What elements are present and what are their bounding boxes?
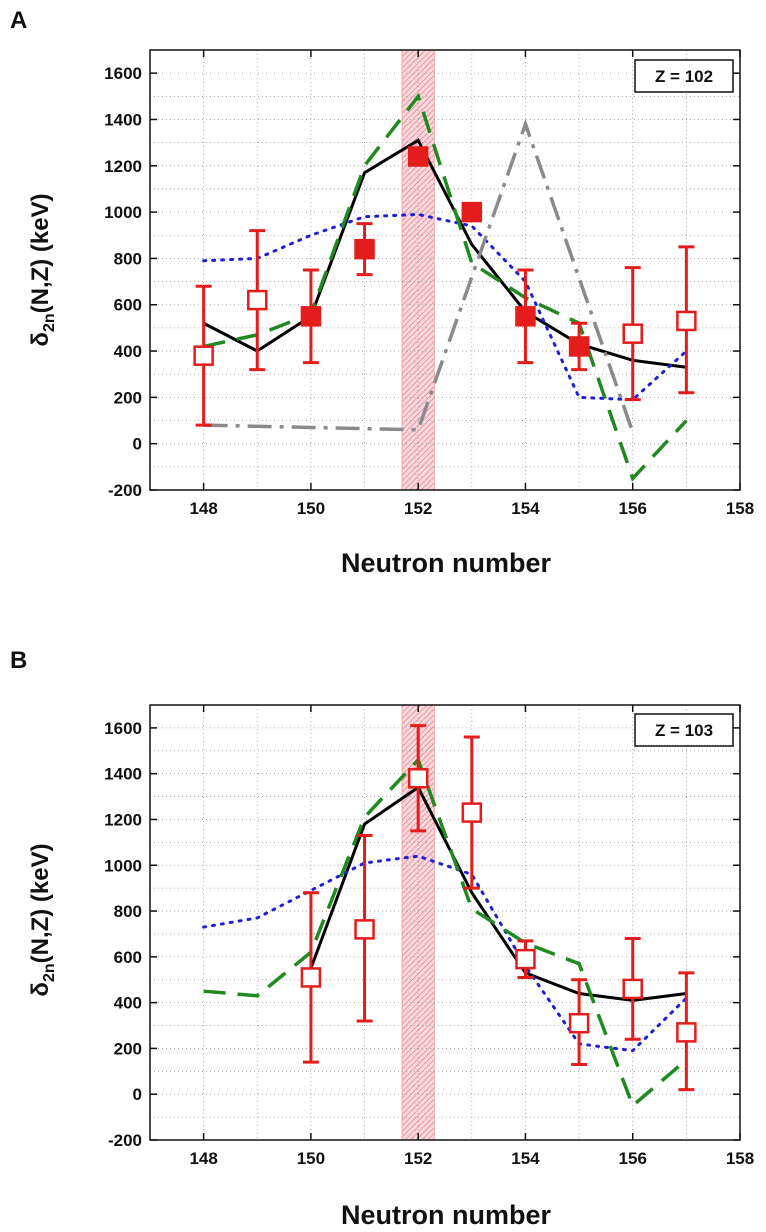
x-axis-title: Neutron number — [341, 1200, 551, 1230]
y-tick-label: -200 — [108, 1131, 142, 1150]
y-tick-label: 800 — [114, 902, 142, 921]
y-tick-label: 600 — [114, 296, 142, 315]
data-point-open — [354, 919, 375, 940]
panel-label: A — [10, 7, 27, 34]
panel-b: B 148 150 152 154 156 158 -200 0 200 400 600 800 100… — [10, 647, 754, 1230]
y-axis-subscript: 2n — [41, 313, 58, 332]
data-point-open — [622, 323, 643, 344]
data-point-filled — [354, 238, 375, 260]
y-tick-label: 1200 — [104, 810, 142, 829]
y-tick-label: 200 — [114, 388, 142, 407]
y-axis-title: δ2n(N,Z) (keV) — [27, 843, 58, 996]
y-axis-symbol: δ — [27, 982, 54, 997]
x-tick-label: 154 — [511, 1149, 540, 1168]
x-tick-label: 152 — [404, 1149, 432, 1168]
z-annotation: Z = 103 — [655, 721, 713, 740]
data-point-open — [247, 289, 268, 311]
plot-frame — [149, 704, 741, 1141]
x-tick-label: 150 — [297, 1149, 325, 1168]
data-point-open — [676, 310, 697, 332]
data-point-filled — [407, 146, 429, 167]
y-tick-label: 1600 — [104, 64, 142, 83]
y-tick-label: 0 — [133, 435, 142, 454]
panel-a: A 148 150 152 154 156 158 -200 0 200 400 600 800 100… — [10, 7, 754, 578]
y-axis-subscript: 2n — [41, 963, 58, 982]
x-tick-label: 158 — [726, 499, 754, 518]
x-tick-label: 158 — [726, 1149, 754, 1168]
y-axis-rest: (N,Z) (keV) — [27, 843, 54, 963]
data-point-filled — [300, 306, 322, 327]
data-point-open — [193, 345, 214, 366]
panel-label: B — [10, 647, 27, 674]
data-point-open — [461, 802, 483, 823]
y-tick-label: 1000 — [104, 203, 142, 222]
y-tick-label: 400 — [114, 342, 142, 361]
y-axis-rest: (N,Z) (keV) — [27, 193, 54, 313]
data-point-filled — [515, 306, 536, 327]
series-line-dashdot — [203, 118, 635, 433]
series-line-dotted — [202, 854, 688, 1053]
data-point-open — [622, 978, 643, 1000]
data-point-open — [676, 1022, 697, 1043]
x-tick-label: 152 — [404, 499, 432, 518]
x-tick-label: 156 — [619, 499, 647, 518]
y-tick-label: 200 — [114, 1039, 142, 1058]
data-point-open — [568, 1012, 590, 1034]
annotation-box: Z = 103 — [634, 713, 734, 747]
x-tick-label: 156 — [619, 1149, 647, 1168]
y-tick-label: 800 — [114, 249, 142, 268]
data-point-open — [515, 948, 536, 970]
plot-area: 148 150 152 154 156 158 -200 0 200 400 600 800 1000 1… — [104, 49, 754, 518]
data-point-filled — [568, 336, 590, 357]
plot-area: 148 150 152 154 156 158 -200 0 200 400 600 800 1000 1… — [104, 704, 754, 1168]
series-line-solid — [309, 785, 687, 1002]
data-point-open — [300, 967, 322, 988]
y-tick-label: 1600 — [104, 719, 142, 738]
y-tick-label: 0 — [133, 1085, 142, 1104]
y-tick-label: 400 — [114, 994, 142, 1013]
y-tick-label: 1400 — [104, 110, 142, 129]
y-axis-symbol: δ — [27, 332, 54, 347]
x-tick-label: 154 — [511, 499, 540, 518]
x-tick-label: 148 — [189, 1149, 217, 1168]
series-line-dotted — [202, 212, 688, 402]
y-tick-label: 1200 — [104, 157, 142, 176]
z-annotation: Z = 102 — [655, 67, 713, 86]
plot-frame — [149, 49, 741, 491]
annotation-box: Z = 102 — [634, 59, 734, 93]
y-tick-label: -200 — [108, 481, 142, 500]
y-axis-title: δ2n(N,Z) (keV) — [27, 193, 58, 346]
x-tick-label: 150 — [297, 499, 325, 518]
y-tick-label: 1400 — [104, 765, 142, 784]
y-tick-label: 1000 — [104, 856, 142, 875]
series-line-solid — [202, 138, 687, 369]
data-point-open — [407, 768, 429, 789]
y-tick-label: 600 — [114, 948, 142, 967]
series-line-dashed — [203, 92, 688, 482]
x-axis-title: Neutron number — [341, 548, 551, 578]
data-point-filled — [461, 201, 483, 223]
x-tick-label: 148 — [189, 499, 217, 518]
series-line-dashed — [203, 756, 688, 1109]
